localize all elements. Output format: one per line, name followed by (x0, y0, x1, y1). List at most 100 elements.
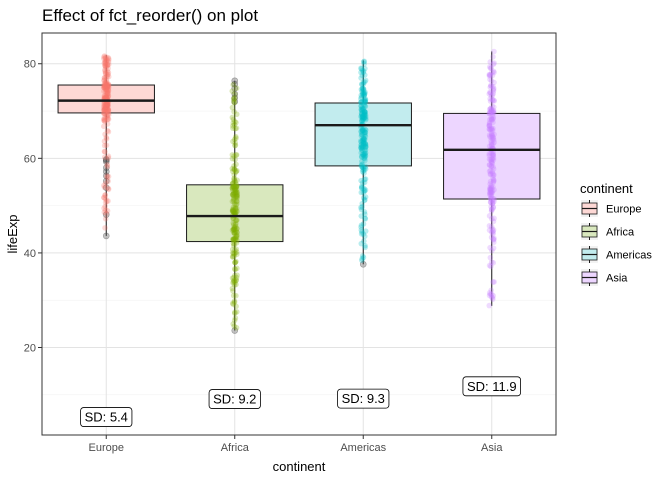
jitter-point (101, 142, 108, 149)
jitter-point (359, 127, 366, 134)
jitter-point (229, 246, 236, 253)
jitter-point (105, 93, 112, 99)
jitter-point (486, 150, 493, 157)
jitter-point (358, 222, 365, 228)
jitter-point (487, 188, 494, 194)
jitter-point (491, 104, 497, 110)
jitter-point (486, 168, 493, 175)
jitter-point (233, 208, 239, 214)
jitter-point (358, 69, 364, 76)
jitter-point (105, 101, 111, 108)
jitter-point (487, 109, 493, 115)
box-group-americas (314, 58, 412, 268)
jitter-point (229, 208, 236, 214)
jitter-point (101, 84, 108, 90)
jitter-point (103, 102, 110, 109)
jitter-point (105, 73, 112, 80)
jitter-point (234, 237, 240, 244)
jitter-point (490, 108, 497, 114)
jitter-point (362, 141, 368, 147)
jitter-point (488, 184, 494, 190)
jitter-point (231, 277, 238, 284)
jitter-point (229, 227, 236, 234)
jitter-point (229, 198, 236, 205)
jitter-point (105, 116, 112, 123)
jitter-point (234, 177, 240, 183)
jitter-point (230, 221, 237, 228)
jitter-point (102, 207, 109, 214)
jitter-point (101, 148, 108, 155)
jitter-point (104, 114, 111, 121)
jitter-point (358, 118, 365, 124)
sd-label-box (208, 389, 261, 409)
jitter-point (104, 92, 110, 98)
jitter-point (101, 77, 107, 84)
jitter-point (229, 185, 236, 192)
jitter-point (359, 255, 366, 262)
jitter-point (104, 61, 110, 68)
jitter-point (105, 93, 112, 100)
jitter-point (104, 84, 111, 90)
jitter-point (486, 227, 493, 233)
jitter-point (233, 225, 240, 232)
jitter-point (361, 115, 368, 121)
outlier-point (231, 80, 239, 88)
jitter-point (231, 190, 237, 196)
jitter-point (358, 128, 364, 134)
jitter-point (103, 88, 110, 95)
jitter-point (361, 179, 368, 186)
jitter-point (359, 113, 366, 120)
jitter-point (358, 81, 365, 87)
jitter-point (101, 182, 107, 189)
y-tick-label: 80 (24, 59, 36, 71)
jitter-point (486, 162, 493, 168)
y-axis-ticks: 20 40 60 80 (24, 59, 42, 355)
jitter-point (359, 164, 366, 170)
jitter-point (358, 206, 365, 213)
jitter-point (359, 72, 366, 79)
jitter-point (360, 221, 367, 227)
jitter-point (231, 99, 238, 106)
jitter-point (234, 265, 240, 272)
chart-title: Effect of fct_reorder() on plot (42, 6, 258, 25)
jitter-point (488, 134, 495, 141)
jitter-point (232, 309, 238, 316)
jitter-point (359, 127, 366, 133)
jitter-point (490, 205, 497, 211)
jitter-point (101, 56, 107, 62)
jitter-point (361, 233, 368, 240)
jitter-point (101, 93, 108, 99)
jitter-point (489, 133, 496, 140)
jitter-point (102, 84, 108, 90)
jitter-point (232, 139, 239, 146)
jitter-point (362, 133, 369, 140)
jitter-point (487, 170, 494, 177)
outlier-point (102, 155, 110, 163)
jitter-point (231, 108, 237, 115)
jitter-point (358, 189, 365, 196)
jitter-point (103, 86, 110, 93)
jitter-point (490, 279, 496, 285)
jitter-point (229, 155, 236, 162)
jitter-point (486, 262, 493, 269)
jitter-point (234, 190, 240, 196)
outlier-point (231, 77, 239, 85)
jitter-point (488, 186, 494, 193)
jitter-point (359, 113, 365, 120)
jitter-point (361, 238, 367, 244)
jitter-point (362, 77, 369, 84)
jitter-point (232, 229, 238, 236)
jitter-point (102, 93, 108, 99)
jitter-point (362, 140, 368, 147)
jitter-point (489, 116, 495, 122)
jitter-point (358, 113, 364, 120)
jitter-point (487, 171, 494, 178)
jitter-point (487, 90, 494, 96)
jitter-point (359, 85, 366, 92)
jitter-point (359, 180, 366, 186)
jitter-point (358, 103, 365, 109)
jitter-point (491, 110, 497, 116)
jitter-point (360, 59, 367, 65)
jitter-point (358, 204, 364, 211)
jitter-point (234, 233, 240, 239)
